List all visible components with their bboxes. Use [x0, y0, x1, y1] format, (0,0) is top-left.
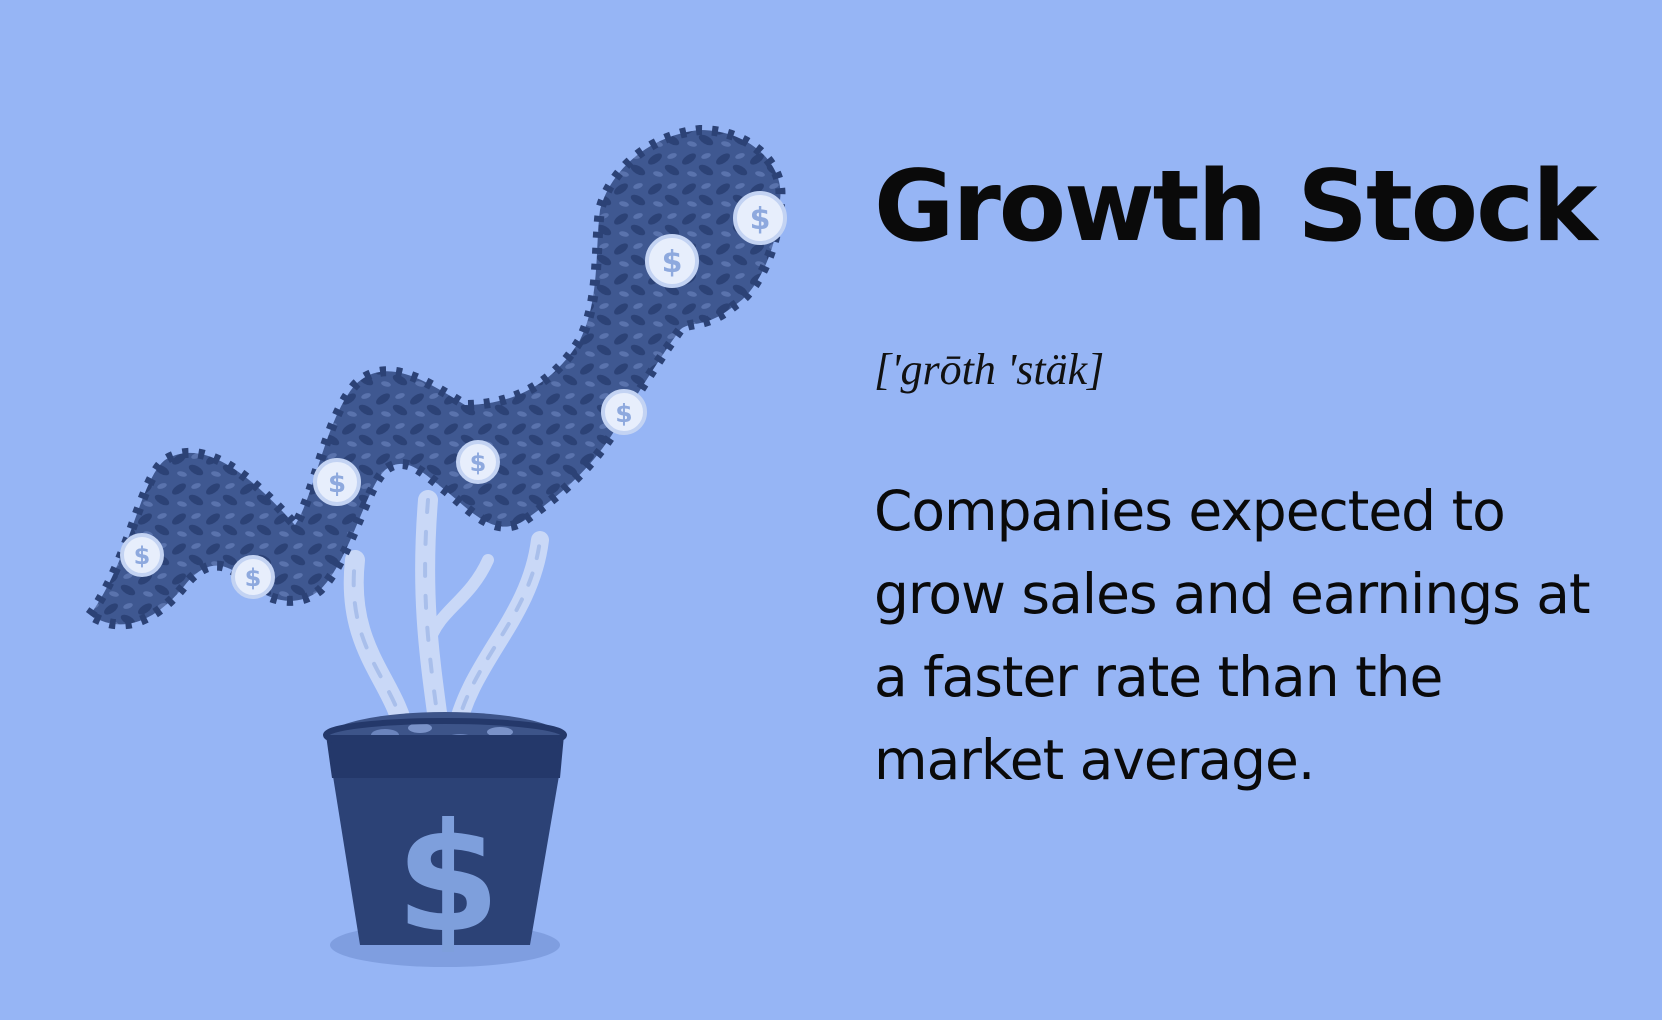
coin-symbol: $	[245, 564, 262, 592]
tree-trunks	[343, 490, 549, 745]
term-title: Growth Stock	[874, 150, 1597, 264]
pot-dollar-symbol: $	[396, 792, 500, 966]
coin-symbol: $	[615, 399, 632, 428]
coin-symbol: $	[470, 449, 487, 477]
coin: $	[601, 389, 647, 435]
coin: $	[645, 234, 699, 288]
coin-symbol: $	[134, 542, 151, 570]
coin: $	[456, 440, 500, 484]
coin: $	[733, 191, 787, 245]
coin: $	[313, 458, 361, 506]
money-pot-icon: $	[323, 718, 567, 966]
growth-tree-illustration: $ $ $ $ $ $ $ $	[85, 125, 787, 967]
dollar-coin-icon: $ $ $ $ $ $ $	[120, 191, 787, 599]
coin: $	[231, 555, 275, 599]
coin-symbol: $	[662, 245, 683, 280]
term-pronunciation: ['grōth 'stäk]	[874, 345, 1105, 394]
coin-symbol: $	[750, 202, 771, 237]
coin: $	[120, 533, 164, 577]
leaf-tree-icon	[85, 125, 786, 630]
coin-symbol: $	[328, 469, 346, 499]
term-definition: Companies expected to grow sales and ear…	[874, 479, 1591, 792]
